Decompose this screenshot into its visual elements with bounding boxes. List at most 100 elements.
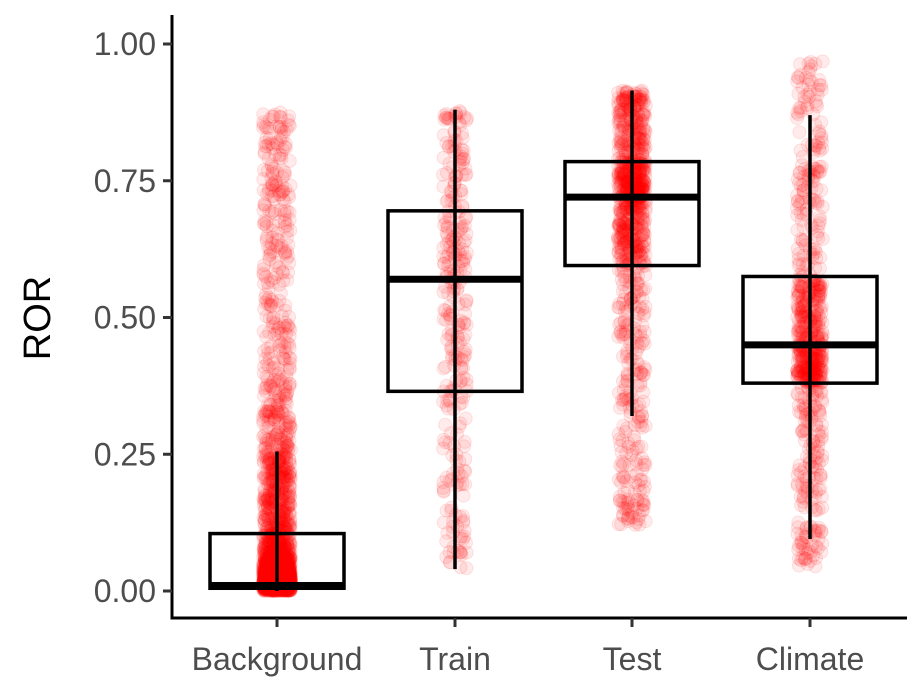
jitter-point-background [257,541,271,555]
jitter-point-background [280,559,295,574]
jitter-point-background [281,547,296,562]
jitter-point-background [258,500,273,515]
jitter-point-background [259,493,273,508]
jitter-point-background [281,461,295,476]
jitter-point-background [258,564,273,579]
jitter-point-background [257,565,272,580]
jitter-point-test [637,498,652,513]
jitter-point-background [258,431,273,446]
jitter-point-background [257,567,272,582]
x-tick-label-climate: Climate [756,641,864,677]
jitter-point-background [262,203,277,218]
jitter-point-background [283,512,298,527]
jitter-point-background [283,497,298,512]
jitter-point-background [259,568,274,583]
jitter-point-background [278,379,293,394]
jitter-point-background [282,567,296,582]
jitter-point-background [259,404,274,419]
jitter-point-background [260,164,275,179]
jitter-point-test [611,472,626,487]
jitter-point-background [282,567,297,581]
jitter-point-background [256,540,271,555]
jitter-point-background [272,398,287,412]
jitter-point-background [282,465,297,480]
jitter-point-background [258,135,273,150]
jitter-point-background [261,451,276,466]
jitter-point-background [283,560,298,574]
jitter-point-background [267,412,282,427]
jitter-point-test [635,200,649,215]
jitter-point-background [276,183,290,198]
jitter-point-background [278,564,293,579]
jitter-point-background [272,120,287,135]
jitter-point-background [283,567,298,581]
jitter-point-background [260,567,275,582]
jitter-point-background [257,484,272,499]
jitter-point-background [262,352,277,366]
boxes-layer [208,90,879,591]
jitter-point-background [281,418,296,433]
jitter-point-background [260,565,275,580]
jitter-point-background [261,280,276,295]
jitter-point-background [258,287,273,302]
jitter-point-background [271,407,286,422]
jitter-point-climate [808,56,823,71]
y-tick-label: 0.75 [94,163,156,199]
jitter-point-test [637,107,652,122]
jitter-point-background [256,568,270,583]
jitter-point-climate [810,87,825,102]
jitter-point-background [273,392,288,407]
jitter-point-background [281,562,296,577]
jitter-point-climate [792,125,807,140]
jitter-point-background [282,119,297,133]
jitter-point-climate [794,498,808,513]
jitter-point-background [270,298,285,313]
jitter-point-climate [790,386,805,401]
jitter-point-background [280,560,295,575]
jitter-point-background [257,564,272,579]
jitter-point-background [259,233,274,248]
jitter-point-background [283,480,298,495]
jitter-point-background [279,251,294,266]
jitter-point-background [279,551,294,566]
jitter-point-test [614,136,629,151]
jitter-point-background [256,413,271,428]
jitter-point-background [256,559,271,574]
jitter-point-background [272,338,287,353]
jitter-point-background [282,561,297,576]
jitter-point-background [262,181,276,196]
jitter-point-background [265,439,280,454]
jitter-point-background [282,425,297,440]
jitter-point-background [272,321,287,336]
jitter-point-background [265,164,280,179]
jitter-point-background [265,177,280,192]
jitter-point-background [278,555,293,570]
jitter-point-background [282,518,297,532]
y-tick-label: 1.00 [94,26,156,62]
jitter-point-background [280,384,295,399]
jitter-point-background [259,329,274,344]
jitter-point-background [268,147,283,162]
jitter-point-background [265,433,279,448]
jitter-point-background [259,553,274,568]
jitter-point-test [637,479,652,494]
jitter-point-background [272,388,287,403]
jitter-point-background [257,562,272,577]
jitter-point-background [256,568,271,583]
jitter-point-background [262,404,277,419]
jitter-point-background [274,405,289,420]
jitter-point-background [268,385,282,400]
jitter-point-background [269,393,284,408]
jitter-point-background [283,472,298,487]
y-axis-title: ROR [17,276,59,360]
jitter-point-background [261,414,276,429]
jitter-point-background [276,124,291,139]
jitter-point-background [269,255,283,270]
jitter-point-background [258,551,273,566]
jitter-point-background [283,535,297,550]
jitter-point-background [272,293,287,308]
jitter-point-background [282,205,297,220]
jitter-point-background [256,449,271,464]
jitter-point-background [281,113,295,128]
jitter-point-background [261,457,276,472]
